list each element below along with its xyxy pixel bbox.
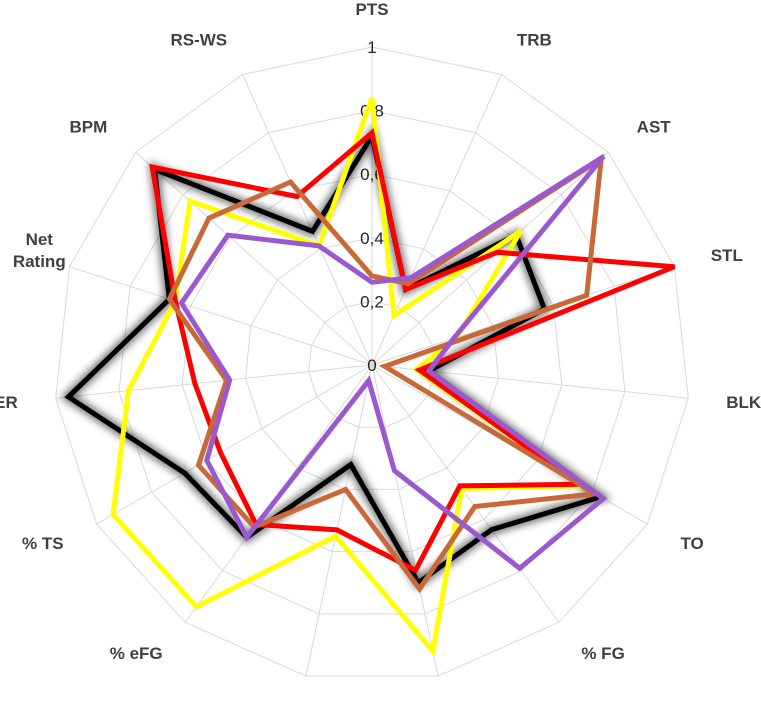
- axis-label-ts: % TS: [22, 534, 64, 553]
- axis-label-stl: STL: [711, 246, 743, 265]
- spoke-rs-ws: [242, 74, 373, 366]
- axis-label-net-rating: Net Rating: [13, 230, 66, 271]
- axis-label-per: PER: [0, 393, 18, 412]
- axis-label-trb: TRB: [517, 31, 552, 50]
- axis-label-ast: AST: [637, 118, 672, 137]
- axis-label-rs-ws: RS-WS: [170, 31, 227, 50]
- axis-label-pts: PTS: [355, 0, 388, 19]
- spoke-net-rating: [69, 266, 373, 366]
- spoke-fg: [371, 364, 560, 623]
- series-line-2: [110, 97, 589, 657]
- axis-label-fg: % FG: [581, 644, 624, 663]
- axis-label-to: TO: [680, 534, 703, 553]
- axis-label-bpm: BPM: [70, 118, 108, 137]
- spoke-ts: [96, 364, 373, 525]
- axis-label-blk: BLK: [726, 393, 761, 412]
- grid-ring-5: [55, 46, 689, 677]
- series-line-3: [149, 128, 676, 574]
- spoke-3pm: [305, 364, 373, 677]
- series-line-5: [178, 154, 608, 572]
- spoke-bpm: [135, 151, 373, 366]
- grid-ring-1: [308, 300, 436, 428]
- series: [60, 97, 676, 657]
- grid-ring-4: [118, 110, 626, 615]
- spoke-3pt: [371, 364, 439, 677]
- spoke-ast: [371, 151, 609, 366]
- tick-label: 0,4: [360, 229, 384, 248]
- tick-label: 0: [367, 356, 376, 375]
- tick-label: 0,2: [360, 292, 384, 311]
- axis-label-efg: % eFG: [110, 644, 163, 663]
- spoke-per: [55, 364, 373, 399]
- series-line-4: [166, 153, 605, 594]
- tick-label: 1: [367, 38, 376, 57]
